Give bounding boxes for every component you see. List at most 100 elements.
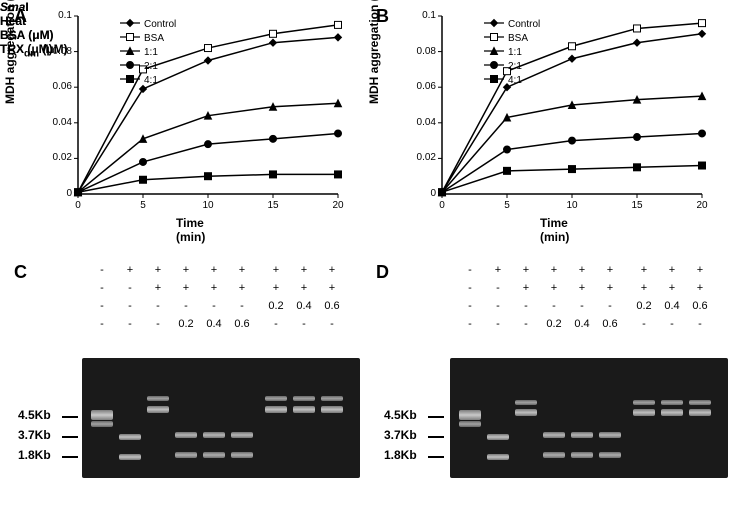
size-tick-d (428, 416, 444, 418)
gel-band-d (599, 432, 621, 438)
legend-label: 2:1 (508, 61, 522, 72)
gel-band-c (119, 454, 141, 460)
legend-marker-icon (484, 74, 504, 87)
gel-cell-c: - (118, 282, 142, 294)
size-tick-d (428, 436, 444, 438)
gel-cell-c: - (202, 300, 226, 312)
gel-cell-d: 0.2 (542, 318, 566, 330)
gel-cell-c: + (174, 264, 198, 276)
gel-cell-d: - (542, 300, 566, 312)
gel-cell-c: 0.4 (202, 318, 226, 330)
gel-cell-d: - (458, 264, 482, 276)
size-tick-d (428, 456, 444, 458)
gel-cell-d: + (660, 282, 684, 294)
size-marker-d: 3.7Kb (384, 428, 417, 442)
gel-band-d (515, 400, 537, 405)
gel-band-c (203, 452, 225, 458)
legend-marker-icon (484, 60, 504, 73)
gel-cell-d: + (598, 264, 622, 276)
gel-cell-c: - (118, 300, 142, 312)
gel-cell-d: 0.4 (570, 318, 594, 330)
legend-item: BSA (484, 32, 540, 45)
gel-cell-c: - (174, 300, 198, 312)
gel-cell-c: + (146, 282, 170, 294)
gel-band-c (265, 406, 287, 413)
gel-cell-c: - (146, 300, 170, 312)
gel-cell-d: - (598, 300, 622, 312)
gel-band-c (321, 396, 343, 401)
gel-band-d (571, 432, 593, 438)
gel-cell-c: - (292, 318, 316, 330)
gel-band-c (175, 452, 197, 458)
gel-cell-c: 0.4 (292, 300, 316, 312)
gel-row-label-d: BSA (μM) (0, 28, 68, 42)
legend-item: Control (484, 18, 540, 31)
gel-cell-d: + (570, 264, 594, 276)
xtick-b: 10 (562, 200, 582, 211)
gel-band-d (599, 452, 621, 458)
legend-label: BSA (508, 33, 528, 44)
ytick-b: 0.02 (402, 152, 436, 163)
xlabel-b: Time (min) (540, 216, 569, 244)
gel-band-c (321, 406, 343, 413)
gel-cell-c: - (90, 300, 114, 312)
gel-band-d (661, 400, 683, 405)
gel-cell-d: - (688, 318, 712, 330)
gel-cell-d: + (542, 264, 566, 276)
size-marker-d: 1.8Kb (384, 448, 417, 462)
size-marker-c: 3.7Kb (18, 428, 51, 442)
gel-cell-d: - (458, 282, 482, 294)
panel-label-d: D (376, 262, 389, 283)
gel-cell-c: + (202, 282, 226, 294)
gel-cell-c: + (146, 264, 170, 276)
gel-cell-c: - (90, 282, 114, 294)
gel-image-c (82, 358, 360, 478)
gel-cell-c: 0.6 (320, 300, 344, 312)
gel-cell-d: + (570, 282, 594, 294)
legend-marker-icon (484, 18, 504, 31)
gel-cell-c: + (320, 282, 344, 294)
gel-cell-d: + (598, 282, 622, 294)
legend-label: 1:1 (508, 47, 522, 58)
panel-label-c: C (14, 262, 27, 283)
gel-cell-d: - (458, 318, 482, 330)
gel-cell-c: - (118, 318, 142, 330)
gel-cell-d: + (514, 282, 538, 294)
gel-cell-d: + (514, 264, 538, 276)
gel-cell-c: + (174, 282, 198, 294)
size-tick-c (62, 436, 78, 438)
legend-b: Control BSA 1:1 2:1 4:1 (484, 18, 540, 88)
gel-cell-c: + (230, 264, 254, 276)
chart-svg-b (0, 0, 732, 260)
gel-band-c (265, 396, 287, 401)
gel-cell-c: + (320, 264, 344, 276)
xtick-b: 5 (497, 200, 517, 211)
size-tick-c (62, 416, 78, 418)
gel-band-d (487, 434, 509, 440)
gel-band-d (459, 421, 481, 427)
gel-cell-c: - (264, 318, 288, 330)
ytick-b: 0.1 (402, 10, 436, 21)
gel-cell-d: - (486, 318, 510, 330)
xtick-b: 15 (627, 200, 647, 211)
gel-cell-c: + (264, 282, 288, 294)
legend-marker-icon (484, 32, 504, 45)
gel-cell-d: + (688, 264, 712, 276)
ytick-b: 0.08 (402, 46, 436, 57)
legend-label: 4:1 (508, 75, 522, 86)
gel-cell-c: - (320, 318, 344, 330)
gel-band-c (91, 410, 113, 420)
gel-cell-d: - (514, 300, 538, 312)
gel-cell-d: 0.6 (598, 318, 622, 330)
gel-cell-d: + (688, 282, 712, 294)
gel-band-d (543, 452, 565, 458)
gel-cell-d: 0.4 (660, 300, 684, 312)
size-marker-c: 4.5Kb (18, 408, 51, 422)
gel-cell-d: - (486, 282, 510, 294)
gel-panel-d: SmaI-++++++++Heat--+++++++BSA (μM)------… (0, 0, 68, 59)
gel-cell-c: + (292, 282, 316, 294)
gel-cell-c: - (230, 300, 254, 312)
legend-item: 1:1 (484, 46, 540, 59)
gel-row-label-d: Heat (0, 14, 68, 28)
gel-cell-c: + (264, 264, 288, 276)
